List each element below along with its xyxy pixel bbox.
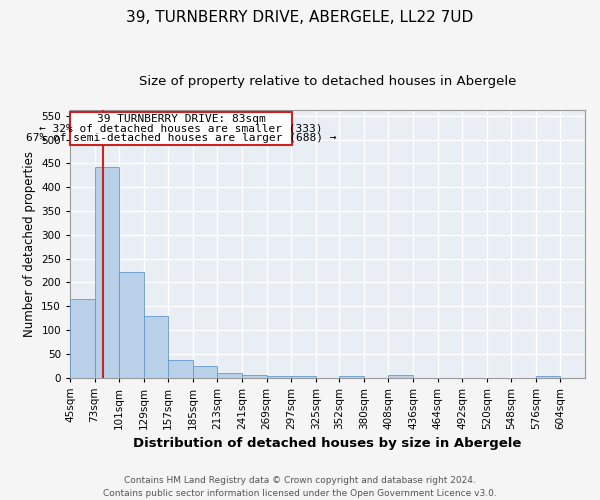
Bar <box>144 316 168 378</box>
Text: 67% of semi-detached houses are larger (688) →: 67% of semi-detached houses are larger (… <box>26 133 336 143</box>
Bar <box>217 373 242 378</box>
Bar <box>291 376 316 378</box>
Bar <box>119 272 144 378</box>
Text: Contains HM Land Registry data © Crown copyright and database right 2024.
Contai: Contains HM Land Registry data © Crown c… <box>103 476 497 498</box>
Text: 39 TURNBERRY DRIVE: 83sqm: 39 TURNBERRY DRIVE: 83sqm <box>97 114 265 124</box>
Bar <box>193 366 217 378</box>
Bar <box>536 376 560 378</box>
Text: 39, TURNBERRY DRIVE, ABERGELE, LL22 7UD: 39, TURNBERRY DRIVE, ABERGELE, LL22 7UD <box>127 10 473 25</box>
Bar <box>242 375 266 378</box>
Bar <box>95 166 119 378</box>
Title: Size of property relative to detached houses in Abergele: Size of property relative to detached ho… <box>139 75 516 88</box>
X-axis label: Distribution of detached houses by size in Abergele: Distribution of detached houses by size … <box>133 437 522 450</box>
Bar <box>388 375 413 378</box>
Bar <box>266 376 291 378</box>
Bar <box>70 299 95 378</box>
Bar <box>168 360 193 378</box>
Y-axis label: Number of detached properties: Number of detached properties <box>23 151 36 337</box>
Bar <box>340 376 364 378</box>
Bar <box>70 112 292 145</box>
Text: ← 32% of detached houses are smaller (333): ← 32% of detached houses are smaller (33… <box>39 124 323 134</box>
